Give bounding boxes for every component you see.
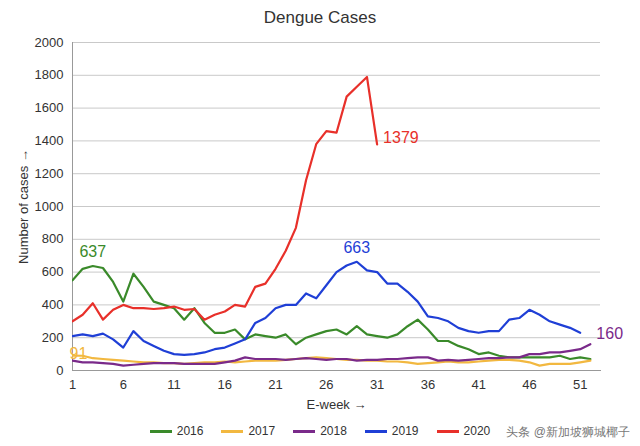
svg-text:1200: 1200	[35, 166, 64, 181]
svg-text:663: 663	[343, 239, 370, 256]
svg-text:51: 51	[573, 377, 587, 392]
svg-text:16: 16	[218, 377, 232, 392]
svg-text:46: 46	[522, 377, 536, 392]
svg-text:Number of cases →: Number of cases →	[16, 149, 31, 264]
svg-text:E-week →: E-week →	[307, 397, 367, 412]
svg-text:1800: 1800	[35, 67, 64, 82]
svg-text:21: 21	[268, 377, 282, 392]
svg-text:6: 6	[120, 377, 127, 392]
svg-text:91: 91	[70, 345, 88, 362]
svg-text:160: 160	[596, 325, 623, 342]
html-text:Dengue Cases: Dengue Cases	[263, 8, 377, 27]
html-text:2018: 2018	[320, 424, 347, 438]
svg-text:11: 11	[167, 377, 181, 392]
svg-text:26: 26	[319, 377, 333, 392]
svg-text:31: 31	[370, 377, 384, 392]
svg-text:1000: 1000	[35, 199, 64, 214]
html-text:2016: 2016	[176, 424, 204, 438]
svg-text:1600: 1600	[35, 100, 64, 115]
svg-text:36: 36	[421, 377, 435, 392]
html-text:2019: 2019	[391, 424, 419, 438]
svg-text:41: 41	[471, 377, 485, 392]
svg-text:200: 200	[42, 330, 64, 345]
svg-text:800: 800	[42, 231, 64, 246]
html-text:2017: 2017	[248, 424, 276, 438]
svg-text:1400: 1400	[35, 133, 64, 148]
svg-text:1: 1	[69, 377, 76, 392]
svg-text:637: 637	[79, 243, 106, 260]
svg-text:600: 600	[42, 264, 64, 279]
html-text:头条 @新加坡狮城椰子: 头条 @新加坡狮城椰子	[506, 425, 630, 439]
svg-text:400: 400	[42, 297, 64, 312]
html-text:2020: 2020	[463, 424, 491, 438]
svg-text:2000: 2000	[35, 35, 64, 50]
svg-text:1379: 1379	[383, 129, 419, 146]
svg-text:0: 0	[56, 363, 63, 378]
